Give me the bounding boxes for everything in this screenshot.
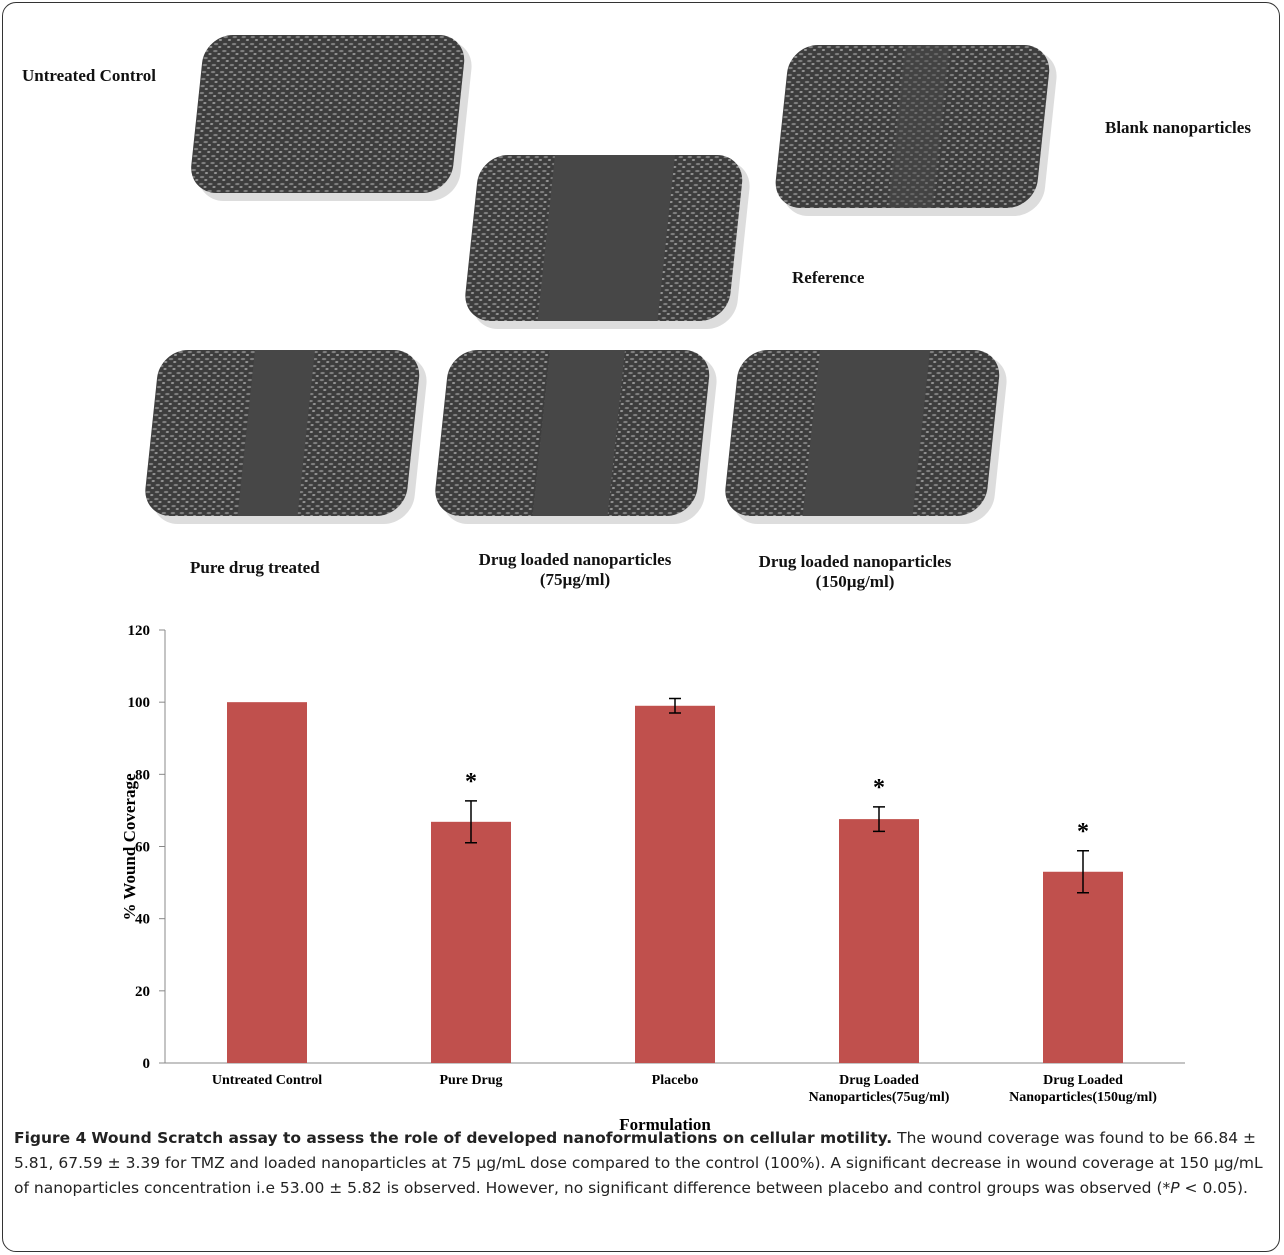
error-bar [669, 697, 681, 714]
x-tick-label: Pure Drug [439, 1073, 503, 1088]
y-tick-label: 80 [135, 767, 150, 783]
caption-label: Figure 4 [14, 1129, 87, 1147]
significance-label: * [465, 769, 477, 795]
panel-label: Blank nanoparticles [1105, 118, 1251, 137]
caption-title: Wound Scratch assay to assess the role o… [91, 1129, 893, 1147]
bar [1043, 871, 1123, 1063]
micrographs [145, 35, 1057, 524]
panel-label: Untreated Control [22, 66, 156, 85]
y-tick-label: 60 [135, 840, 150, 856]
caption-text: < 0.05). [1179, 1179, 1248, 1197]
significance-label: * [873, 775, 885, 801]
y-tick-label: 40 [135, 912, 150, 928]
bar [635, 705, 715, 1063]
bar [431, 821, 511, 1063]
significance-label: * [1077, 819, 1089, 845]
panel-label: Drug loaded nanoparticles (75µg/ml) [478, 550, 672, 589]
y-tick-label: 100 [128, 695, 151, 711]
caption-text: The wound coverage was found to be 66.84… [14, 1129, 1263, 1197]
error-bar [873, 806, 885, 833]
y-axis-label: % Wound Coverage [120, 773, 139, 920]
error-bar [465, 800, 477, 844]
x-tick-label: Untreated Control [211, 1073, 323, 1088]
x-axis-label: Formulation [619, 1115, 711, 1134]
bar [227, 702, 307, 1063]
panel-label: Reference [792, 268, 865, 287]
panel-label: Drug loaded nanoparticles (150µg/ml) [758, 552, 952, 591]
x-tick-label: Drug Loaded Nanoparticles(150ug/ml) [1009, 1073, 1157, 1105]
y-tick-label: 120 [128, 623, 151, 639]
error-bar [1077, 850, 1089, 894]
x-tick-label: Drug Loaded Nanoparticles(75ug/ml) [808, 1073, 950, 1105]
caption: Figure 4 Wound Scratch assay to assess t… [14, 1126, 1272, 1201]
caption-text: P [1170, 1179, 1180, 1197]
y-tick-label: 0 [143, 1056, 151, 1072]
bar [839, 819, 919, 1063]
y-tick-label: 20 [135, 984, 150, 1000]
panel-label: Pure drug treated [190, 558, 320, 577]
x-tick-label: Placebo [651, 1073, 699, 1088]
